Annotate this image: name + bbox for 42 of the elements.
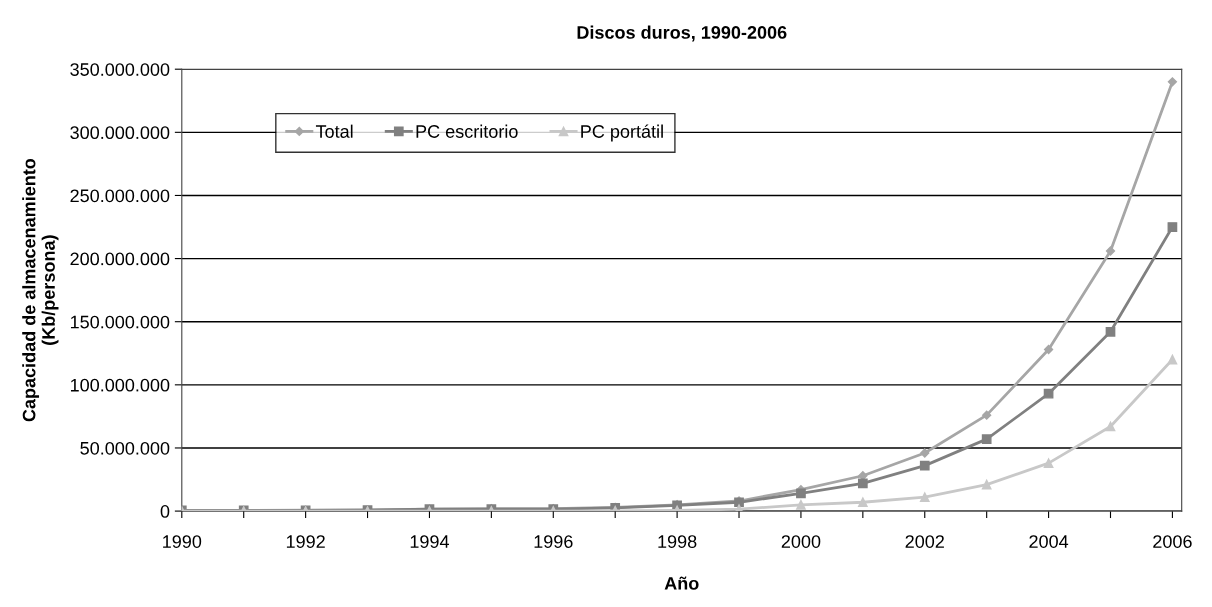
point [1043,458,1054,468]
chart-title: Discos duros, 1990-2006 [577,25,787,42]
point [796,488,806,499]
y-tick-label: 0 [160,505,170,518]
legend-label: PC portátil [581,124,663,142]
point [1043,388,1054,399]
x-tick-label: 2006 [1153,535,1192,548]
y-tick-label: 300.000.000 [70,126,170,140]
point [982,410,992,420]
point [920,448,930,458]
y-tick-label: 250.000.000 [70,189,170,203]
x-tick-label: 1994 [410,535,450,548]
x-tick-label: 1996 [534,535,573,548]
point [796,499,806,510]
x-tick-label: 2004 [1029,535,1069,548]
point [857,497,868,508]
legend-label: Total [315,124,353,138]
x-tick-label: 2002 [905,535,944,548]
x-tick-label: 1990 [163,535,202,548]
legend-label: PC escritorio [416,124,518,138]
y-tick-label: 350.000.000 [70,63,170,76]
x-axis-title: Año [664,576,699,590]
point [1105,421,1116,432]
point [981,434,992,444]
y-tick-label: 200.000.000 [70,252,170,266]
point [1043,344,1054,355]
x-tick-label: 1992 [286,535,325,548]
point [1105,246,1116,256]
y-axis-title: Capacidad de almacenamiento (Kb/persona) [22,158,59,422]
point [1167,222,1178,232]
point [1167,77,1178,87]
x-tick-label: 1998 [658,535,697,548]
point [981,479,992,490]
point [857,478,868,489]
point [1105,326,1116,337]
y-tick-label: 150.000.000 [70,315,170,329]
point [1167,354,1178,365]
y-tick-label: 50.000.000 [80,441,170,455]
x-tick-label: 2000 [781,535,821,548]
point [919,492,930,503]
y-tick-label: 100.000.000 [70,378,170,392]
point [919,460,930,471]
